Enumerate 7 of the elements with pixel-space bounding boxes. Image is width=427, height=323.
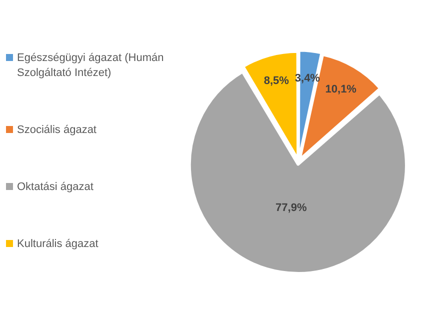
legend-label: Egészségügyi ágazat (Humán Szolgáltató Intézet) — [17, 51, 165, 81]
legend-label: Oktatási ágazat — [17, 180, 94, 195]
data-label: 10,1% — [325, 83, 357, 96]
data-label: 77,9% — [276, 202, 307, 214]
data-label: 8,5% — [264, 74, 290, 87]
legend-label: Kulturális ágazat — [17, 237, 98, 252]
legend-label: Szociális ágazat — [17, 123, 96, 138]
